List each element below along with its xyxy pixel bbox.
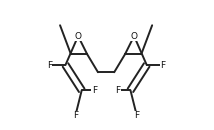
Text: F: F [92, 86, 97, 95]
Text: F: F [47, 60, 52, 70]
Text: F: F [134, 111, 139, 120]
Text: F: F [115, 86, 120, 95]
Text: F: F [73, 111, 78, 120]
Text: O: O [131, 32, 138, 41]
Text: F: F [160, 60, 166, 70]
Text: O: O [75, 32, 82, 41]
